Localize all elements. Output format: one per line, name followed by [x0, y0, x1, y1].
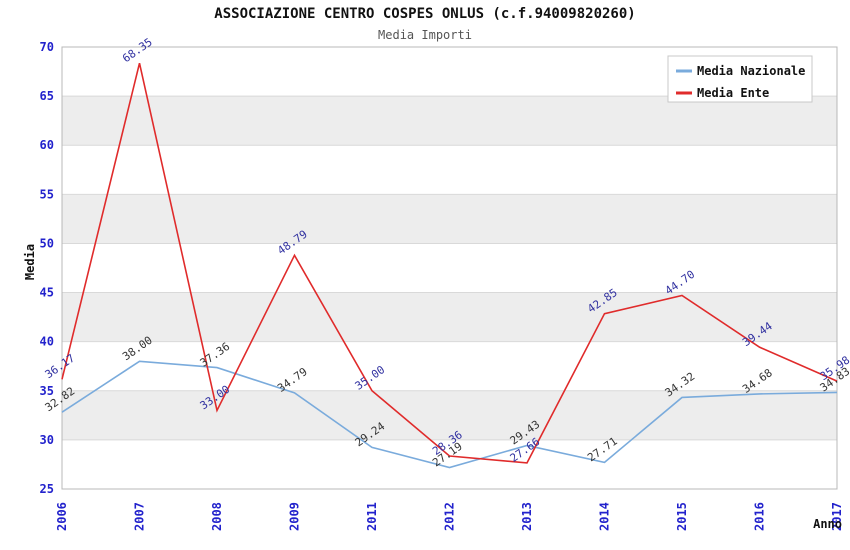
- y-axis-title: Media: [23, 244, 37, 280]
- plot-band: [62, 390, 837, 440]
- y-tick-label: 45: [40, 286, 54, 300]
- x-tick-label: 2007: [133, 502, 147, 531]
- x-tick-label: 2006: [55, 502, 69, 531]
- x-tick-label: 2015: [675, 502, 689, 531]
- x-tick-label: 2013: [520, 502, 534, 531]
- legend-label-media-ente: Media Ente: [697, 86, 769, 100]
- y-tick-label: 25: [40, 482, 54, 496]
- y-tick-label: 30: [40, 433, 54, 447]
- y-tick-label: 55: [40, 187, 54, 201]
- legend-label-media-nazionale: Media Nazionale: [697, 64, 805, 78]
- x-tick-label: 2008: [210, 502, 224, 531]
- y-tick-label: 70: [40, 40, 54, 54]
- chart-title: ASSOCIAZIONE CENTRO COSPES ONLUS (c.f.94…: [214, 6, 635, 22]
- data-label: 68.35: [120, 36, 155, 66]
- plot-area: 25 30 35 40 45 50 55 60 65 70 2006 2007 2008 2009 2011…: [40, 36, 850, 531]
- x-axis-title: Anno: [813, 517, 842, 531]
- chart-subtitle: Media Importi: [378, 28, 472, 42]
- plot-band: [62, 292, 837, 342]
- series-line-media-ente: [61, 63, 838, 464]
- data-label: 36.17: [43, 352, 78, 382]
- x-tick-label: 2011: [365, 502, 379, 531]
- plot-border: [61, 46, 838, 490]
- plot-band: [62, 96, 837, 146]
- series-line-media-nazionale: [61, 360, 838, 469]
- x-tick-label: 2017: [830, 502, 844, 531]
- y-tick-label: 35: [40, 384, 54, 398]
- legend: Media Nazionale Media Ente: [667, 55, 813, 103]
- x-tick-label: 2016: [753, 502, 767, 531]
- y-tick-label: 50: [40, 236, 54, 250]
- plot-band: [62, 194, 837, 244]
- x-tick-label: 2009: [288, 502, 302, 531]
- y-tick-label: 60: [40, 138, 54, 152]
- y-tick-label: 65: [40, 89, 54, 103]
- y-tick-label: 40: [40, 335, 54, 349]
- x-tick-label: 2014: [598, 502, 612, 531]
- x-tick-label: 2012: [443, 502, 457, 531]
